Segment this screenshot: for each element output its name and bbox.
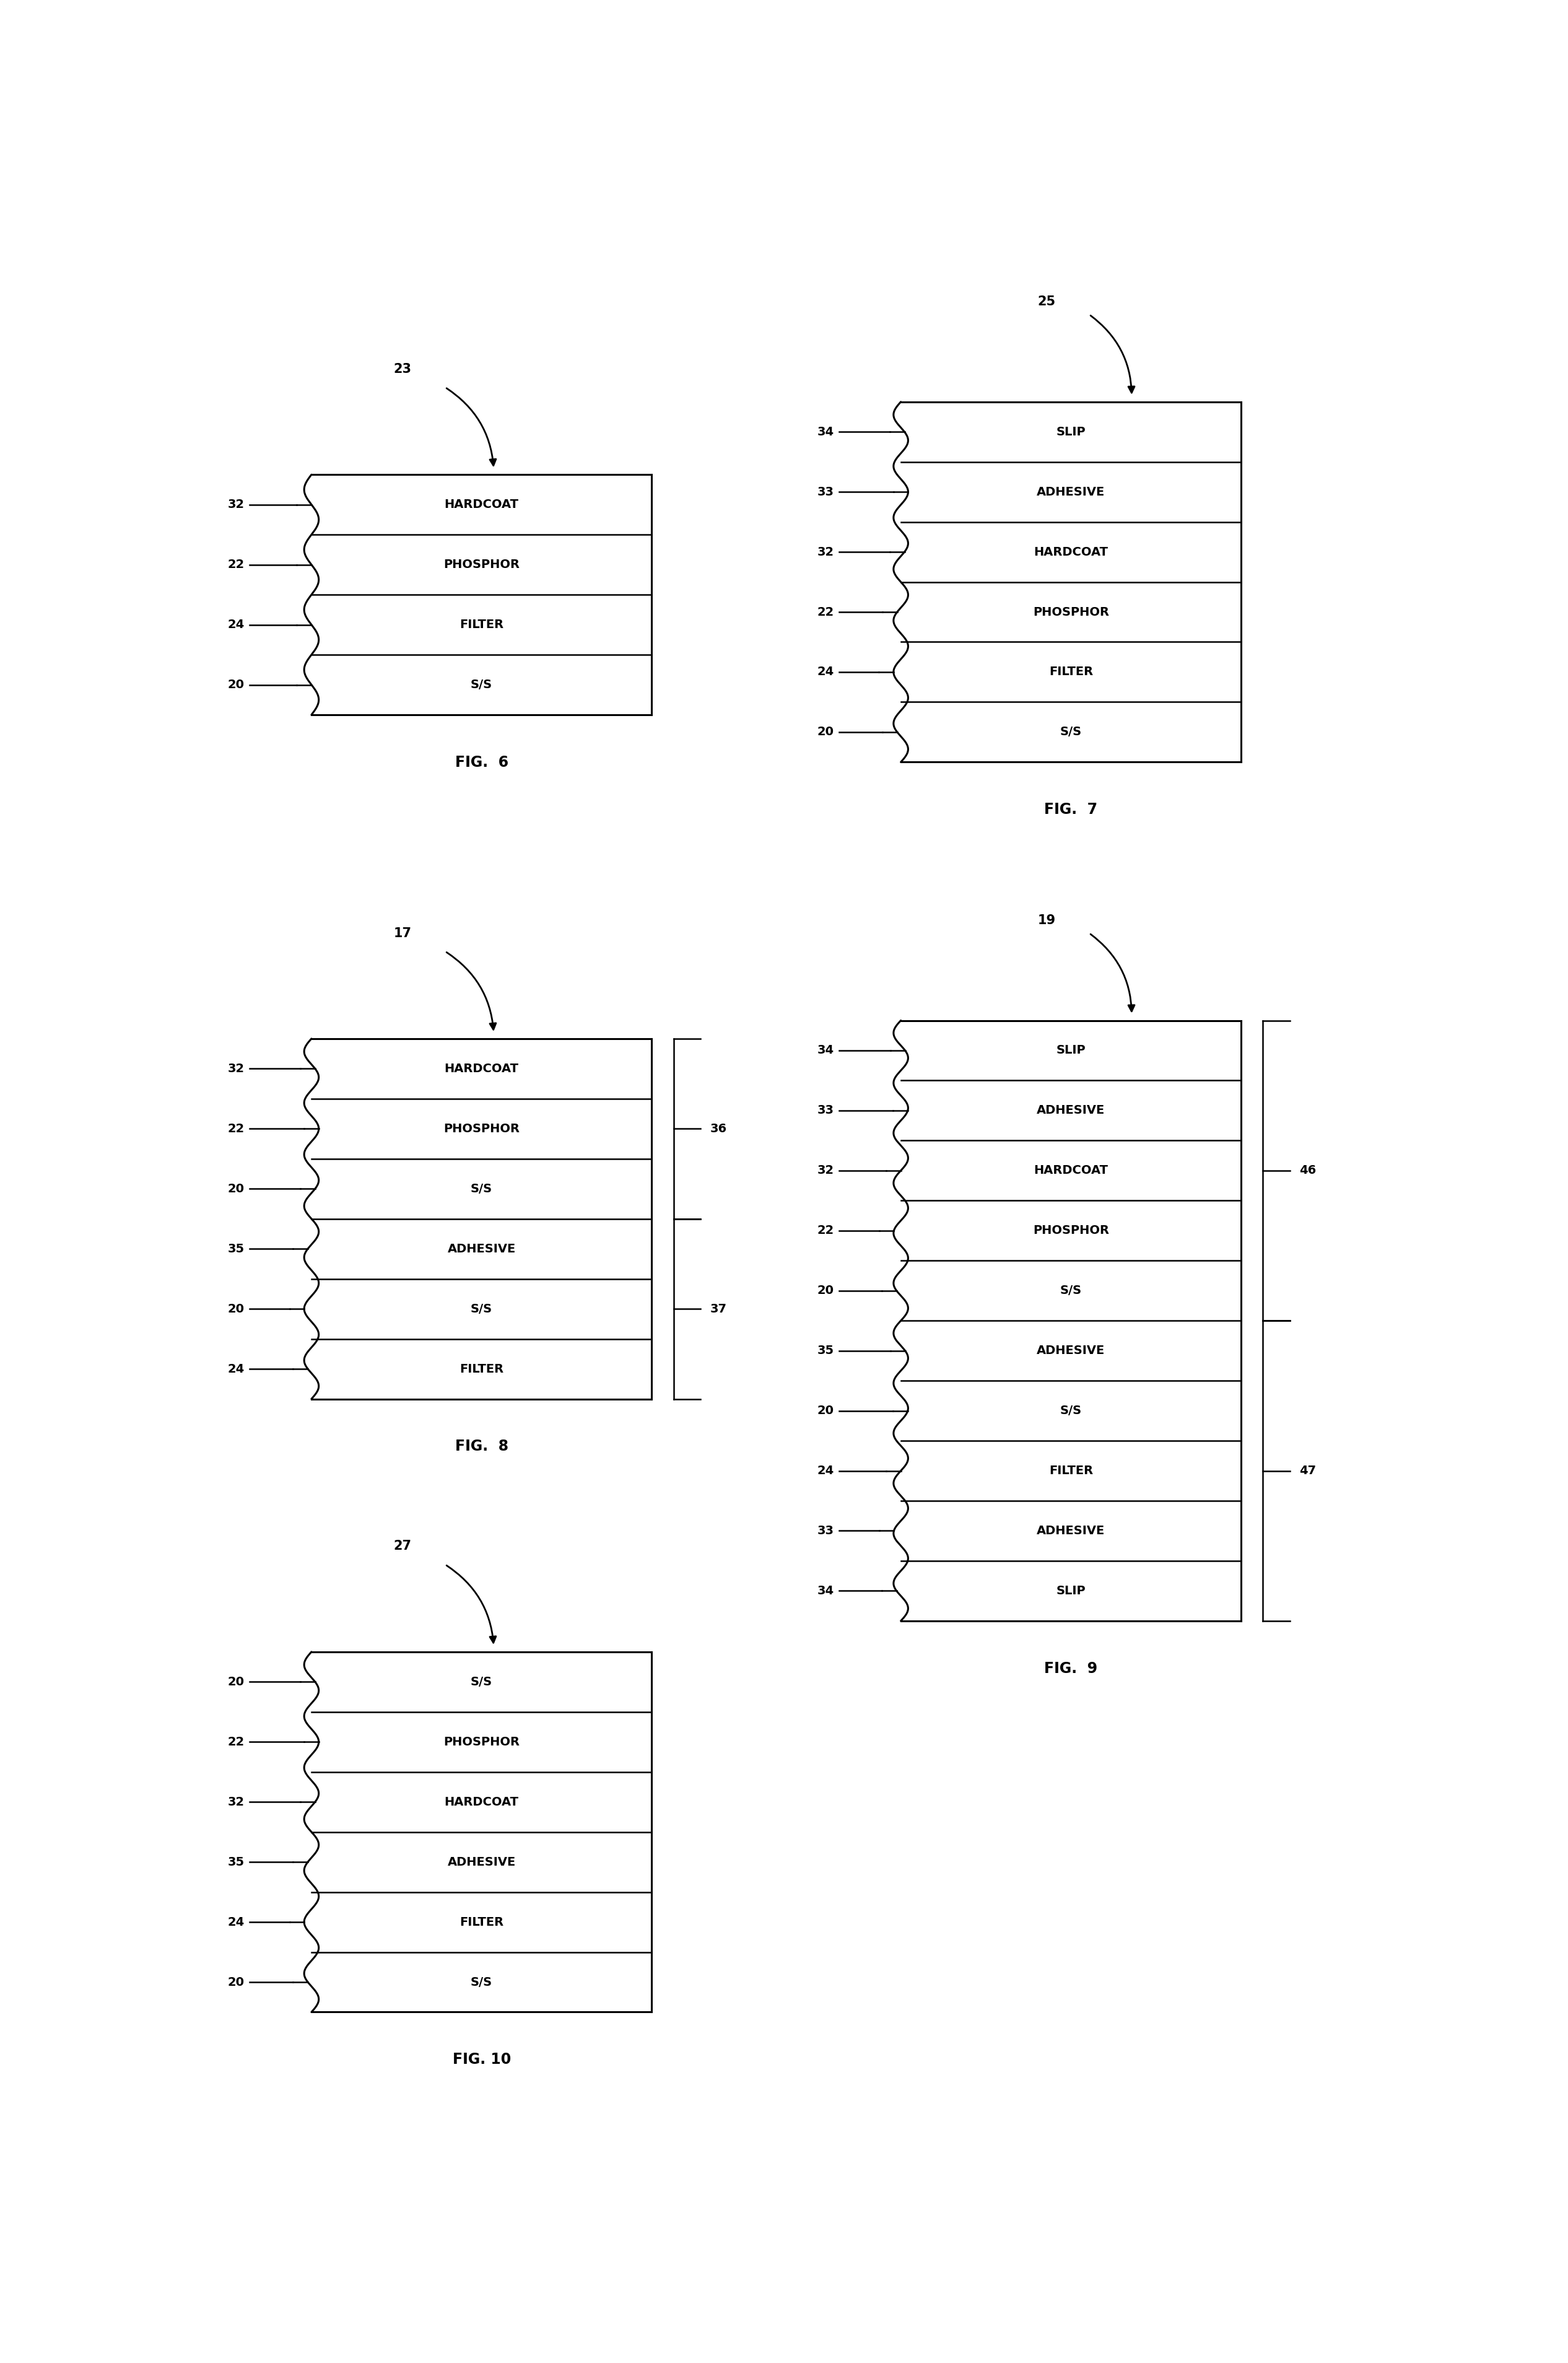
- Text: 20: 20: [227, 1184, 245, 1196]
- Text: FILTER: FILTER: [459, 1916, 503, 1928]
- Text: FIG. 10: FIG. 10: [453, 2051, 511, 2068]
- Text: FILTER: FILTER: [1049, 666, 1093, 678]
- Text: PHOSPHOR: PHOSPHOR: [1033, 1224, 1109, 1236]
- Text: SLIP: SLIP: [1057, 1044, 1085, 1056]
- Text: SLIP: SLIP: [1057, 425, 1085, 437]
- Text: 35: 35: [227, 1243, 245, 1255]
- Text: S/S: S/S: [470, 1184, 492, 1196]
- Text: FILTER: FILTER: [459, 1363, 503, 1375]
- Text: 37: 37: [710, 1302, 726, 1314]
- Text: S/S: S/S: [1060, 1285, 1082, 1297]
- Text: S/S: S/S: [470, 678, 492, 690]
- Text: HARDCOAT: HARDCOAT: [1033, 546, 1109, 558]
- Text: 32: 32: [227, 499, 245, 510]
- Text: 22: 22: [227, 558, 245, 569]
- Text: 25: 25: [1038, 295, 1055, 307]
- Text: 22: 22: [817, 605, 834, 617]
- Text: 27: 27: [394, 1541, 411, 1552]
- Text: S/S: S/S: [1060, 725, 1082, 737]
- Text: 35: 35: [227, 1855, 245, 1867]
- Text: 32: 32: [227, 1796, 245, 1808]
- Text: 17: 17: [394, 926, 411, 940]
- Text: 33: 33: [817, 487, 834, 499]
- Text: PHOSPHOR: PHOSPHOR: [1033, 605, 1109, 617]
- Text: 34: 34: [817, 1044, 834, 1056]
- Text: 24: 24: [227, 1363, 245, 1375]
- Text: HARDCOAT: HARDCOAT: [1033, 1165, 1109, 1177]
- Text: FIG.  6: FIG. 6: [455, 754, 508, 770]
- Text: S/S: S/S: [1060, 1406, 1082, 1418]
- Text: FIG.  8: FIG. 8: [455, 1439, 508, 1453]
- Text: ADHESIVE: ADHESIVE: [1036, 487, 1105, 499]
- Text: 20: 20: [227, 1302, 245, 1314]
- Text: 32: 32: [817, 1165, 834, 1177]
- Text: PHOSPHOR: PHOSPHOR: [444, 558, 519, 569]
- Text: 20: 20: [817, 1406, 834, 1418]
- Text: 34: 34: [817, 425, 834, 437]
- Text: HARDCOAT: HARDCOAT: [444, 1063, 519, 1075]
- Text: 46: 46: [1300, 1165, 1316, 1177]
- Text: 24: 24: [817, 1465, 834, 1477]
- Text: ADHESIVE: ADHESIVE: [1036, 1524, 1105, 1536]
- Text: ADHESIVE: ADHESIVE: [1036, 1104, 1105, 1115]
- Text: 47: 47: [1300, 1465, 1316, 1477]
- Text: ADHESIVE: ADHESIVE: [447, 1243, 516, 1255]
- Text: PHOSPHOR: PHOSPHOR: [444, 1122, 519, 1134]
- Text: 33: 33: [817, 1524, 834, 1536]
- Text: 24: 24: [817, 666, 834, 678]
- Text: 22: 22: [227, 1737, 245, 1749]
- Text: 34: 34: [817, 1586, 834, 1597]
- Text: FILTER: FILTER: [1049, 1465, 1093, 1477]
- Text: 20: 20: [817, 1285, 834, 1297]
- Text: FILTER: FILTER: [459, 619, 503, 631]
- Text: S/S: S/S: [470, 1675, 492, 1687]
- Text: ADHESIVE: ADHESIVE: [447, 1855, 516, 1867]
- Text: 36: 36: [710, 1122, 728, 1134]
- Text: FIG.  9: FIG. 9: [1044, 1661, 1098, 1675]
- Text: 35: 35: [817, 1345, 834, 1356]
- Text: 20: 20: [227, 678, 245, 690]
- Text: S/S: S/S: [470, 1975, 492, 1987]
- Text: HARDCOAT: HARDCOAT: [444, 499, 519, 510]
- Text: 20: 20: [227, 1675, 245, 1687]
- Text: 22: 22: [227, 1122, 245, 1134]
- Text: SLIP: SLIP: [1057, 1586, 1085, 1597]
- Text: 24: 24: [227, 1916, 245, 1928]
- Text: PHOSPHOR: PHOSPHOR: [444, 1737, 519, 1749]
- Text: HARDCOAT: HARDCOAT: [444, 1796, 519, 1808]
- Text: 20: 20: [227, 1975, 245, 1987]
- Text: 23: 23: [394, 364, 411, 376]
- Text: 33: 33: [817, 1104, 834, 1115]
- Text: ADHESIVE: ADHESIVE: [1036, 1345, 1105, 1356]
- Text: 32: 32: [227, 1063, 245, 1075]
- Text: 19: 19: [1038, 914, 1055, 926]
- Text: FIG.  7: FIG. 7: [1044, 801, 1098, 818]
- Text: 22: 22: [817, 1224, 834, 1236]
- Text: 32: 32: [817, 546, 834, 558]
- Text: S/S: S/S: [470, 1302, 492, 1314]
- Text: 24: 24: [227, 619, 245, 631]
- Text: 20: 20: [817, 725, 834, 737]
